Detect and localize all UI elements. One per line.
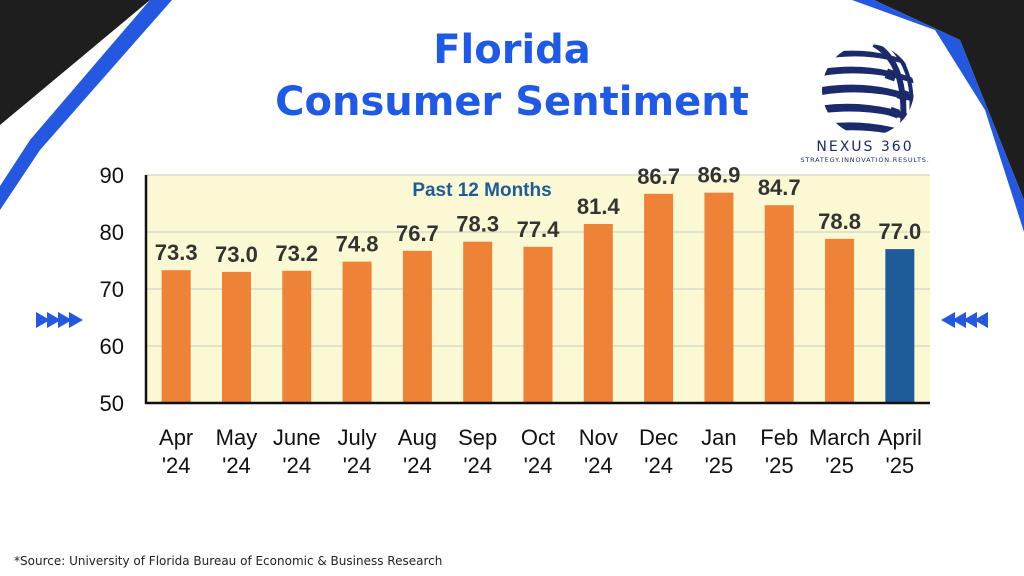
bar (523, 246, 553, 403)
x-tick-label-year: '25 (765, 453, 794, 478)
source-note: *Source: University of Florida Bureau of… (14, 554, 443, 568)
data-label: 76.7 (396, 221, 439, 246)
x-tick-label-year: '24 (222, 453, 251, 478)
x-tick-label: Apr (159, 425, 193, 450)
x-tick-label-year: '25 (705, 453, 734, 478)
data-label: 86.9 (698, 163, 741, 188)
bar (161, 270, 191, 403)
y-tick-label: 50 (100, 391, 124, 416)
data-label: 77.4 (517, 217, 561, 242)
x-tick-label: Oct (521, 425, 555, 450)
bar (221, 271, 251, 403)
x-tick-label: April (878, 425, 922, 450)
right-dark-band (874, 0, 1024, 200)
left-dark-band (0, 0, 150, 125)
x-tick-label: Nov (579, 425, 618, 450)
globe-icon (822, 44, 914, 136)
x-tick-label: Dec (639, 425, 678, 450)
x-tick-label: March (809, 425, 870, 450)
y-tick-label: 80 (100, 220, 124, 245)
y-tick-label: 90 (100, 163, 124, 188)
right-blue-band (852, 0, 1024, 232)
data-label: 78.3 (456, 212, 499, 237)
bar (342, 261, 372, 403)
x-tick-label-year: '24 (524, 453, 553, 478)
x-tick-label: July (338, 425, 377, 450)
x-tick-label-year: '24 (403, 453, 432, 478)
logo-tagline: STRATEGY.INNOVATION.RESULTS. (800, 156, 930, 164)
x-tick-label-year: '25 (825, 453, 854, 478)
data-label: 81.4 (577, 194, 621, 219)
data-label: 74.8 (336, 232, 379, 257)
data-label: 73.2 (275, 241, 318, 266)
x-tick-label-year: '24 (162, 453, 191, 478)
x-tick-label-year: '24 (343, 453, 372, 478)
x-tick-label-year: '24 (282, 453, 311, 478)
page-title-line-1: Florida (433, 27, 591, 73)
data-label: 73.0 (215, 242, 258, 267)
chart-annotation: Past 12 Months (412, 180, 551, 201)
x-tick-label-year: '24 (644, 453, 673, 478)
data-label: 77.0 (878, 219, 921, 244)
chevrons-left-icon (941, 312, 988, 328)
bar (825, 238, 855, 403)
x-tick-label-year: '24 (463, 453, 492, 478)
bar (402, 250, 432, 403)
bar (282, 270, 312, 403)
data-label: 84.7 (758, 175, 801, 200)
x-tick-label-year: '24 (584, 453, 613, 478)
x-tick-label: Sep (458, 425, 497, 450)
bar (644, 193, 674, 403)
bar-chart: 50 60 70 80 90 73.3 Apr '24 73.0 May '24 73.2 June '2… (100, 163, 930, 478)
bar (764, 205, 794, 403)
bar (885, 249, 915, 403)
x-tick-label: May (216, 425, 258, 450)
x-tick-label: Feb (760, 425, 798, 450)
x-tick-label-year: '25 (886, 453, 915, 478)
bar (704, 192, 734, 403)
data-label: 78.8 (818, 209, 861, 234)
data-label: 86.7 (637, 164, 680, 189)
chevrons-right-icon (36, 312, 83, 328)
bar (463, 241, 493, 403)
y-tick-label: 60 (100, 334, 124, 359)
x-tick-label: June (273, 425, 321, 450)
logo-name: NEXUS 360 (816, 139, 914, 155)
bar (583, 224, 613, 403)
data-label: 73.3 (155, 240, 198, 265)
x-tick-label: Aug (398, 425, 437, 450)
page-title-line-2: Consumer Sentiment (275, 79, 749, 125)
y-tick-label: 70 (100, 277, 124, 302)
x-tick-label: Jan (701, 425, 736, 450)
